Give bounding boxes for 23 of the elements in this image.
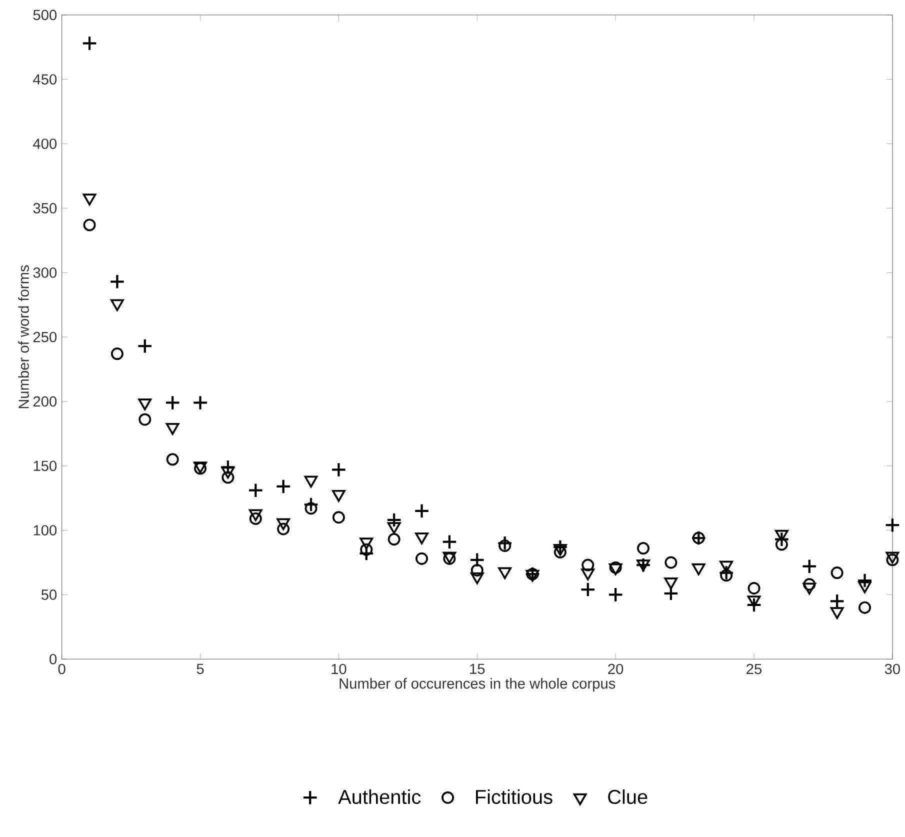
y-tick-label: 450 [33, 74, 57, 85]
y-axis-title: Number of word forms [18, 265, 29, 408]
y-tick-label: 250 [33, 332, 57, 342]
x-axis-title: Number of occurences in the whole corpus [340, 678, 616, 692]
y-tick-label: 350 [33, 203, 57, 214]
legend-label: Clue [608, 790, 648, 804]
x-tick-label: 5 [196, 664, 204, 674]
x-tick-label: 20 [608, 664, 624, 674]
y-tick-label: 500 [33, 10, 57, 20]
x-tick-label: 15 [470, 664, 485, 674]
legend-label: Fictitious [476, 790, 552, 804]
y-tick-label: 400 [33, 138, 57, 150]
y-tick-label: 50 [41, 590, 57, 600]
y-tick-label: 300 [33, 268, 57, 278]
legend-label: Authentic [338, 790, 421, 804]
x-tick-label: 0 [58, 664, 66, 674]
y-tick-label: 200 [33, 396, 57, 407]
y-tick-label: 150 [34, 460, 57, 472]
y-tick-label: 0 [50, 654, 57, 664]
x-tick-label: 30 [884, 664, 900, 674]
x-tick-label: 25 [746, 664, 762, 674]
y-tick-label: 100 [34, 525, 57, 536]
x-tick-label: 10 [332, 664, 346, 674]
